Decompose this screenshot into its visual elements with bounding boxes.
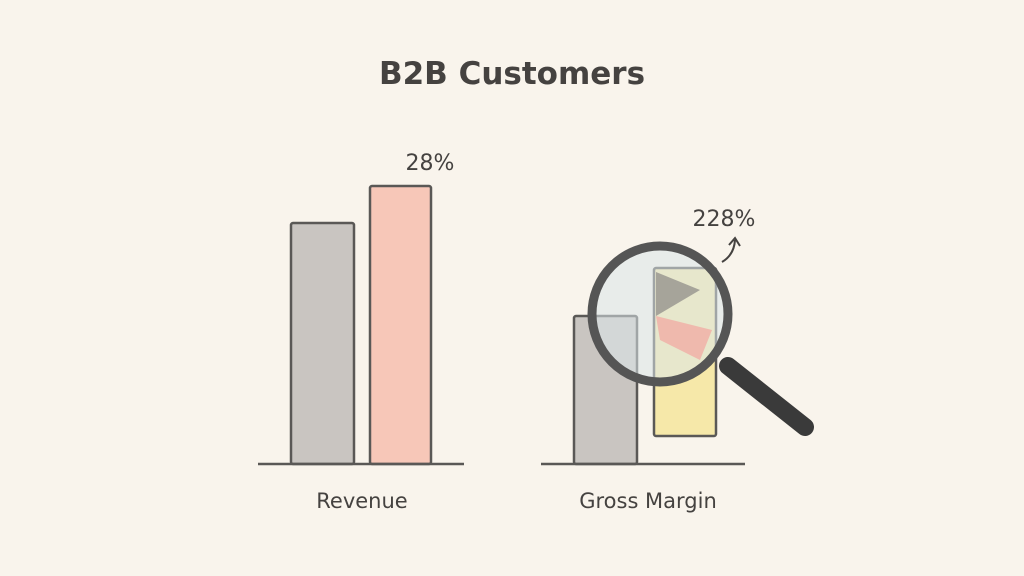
group-label: Gross Margin	[579, 489, 717, 513]
lens-shape	[656, 316, 712, 360]
annotation: 28%	[406, 151, 455, 176]
magnifier-rim	[587, 241, 733, 387]
group-label: Revenue	[316, 489, 407, 513]
bar	[368, 184, 433, 466]
annotation: 228%	[693, 207, 756, 232]
title: B2B Customers	[379, 56, 645, 92]
magnifier-handle	[719, 357, 814, 436]
arrow	[721, 236, 741, 263]
revenue-group: 28% Revenue	[258, 151, 464, 513]
gross-margin-group: 228% Gross Margin	[541, 207, 814, 513]
bar	[289, 221, 356, 466]
lens-shape	[656, 272, 700, 316]
